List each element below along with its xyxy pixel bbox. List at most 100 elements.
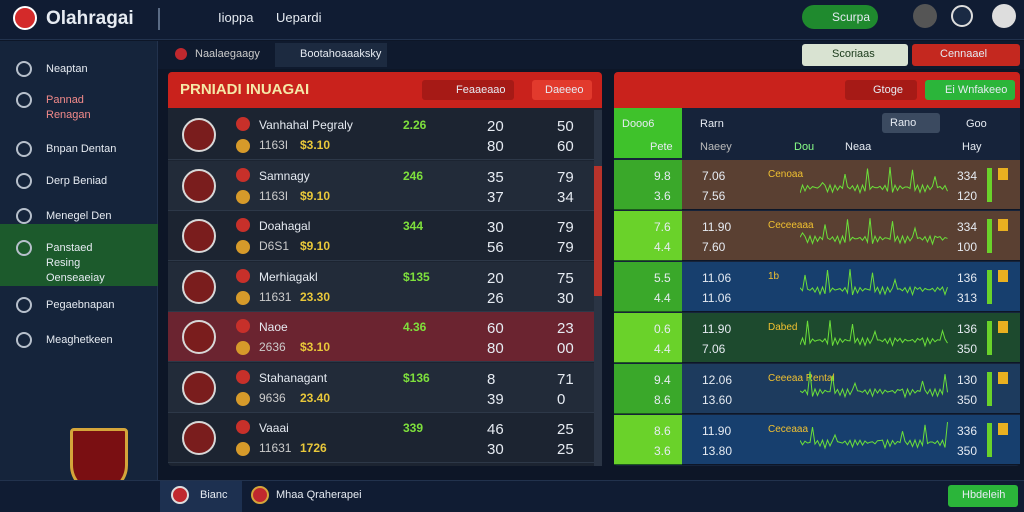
score: 75 xyxy=(557,269,574,287)
icon xyxy=(236,189,250,204)
sparkline xyxy=(800,371,948,399)
left-header xyxy=(168,72,602,108)
badge xyxy=(998,423,1008,435)
icon xyxy=(236,268,250,283)
nav-link[interactable]: Uepardi xyxy=(276,10,322,25)
match-row[interactable] xyxy=(168,413,594,463)
cancel-button[interactable] xyxy=(912,44,1020,66)
logo: Olahragai xyxy=(46,8,134,29)
tab[interactable]: Bootahoaaaksky xyxy=(300,48,382,60)
icon xyxy=(251,486,269,504)
button-label: Feaaeaao xyxy=(456,84,506,96)
row-value: 11.06 xyxy=(702,291,732,305)
icon xyxy=(236,290,250,305)
button-label: Ei Wnfakeeo xyxy=(945,84,1008,96)
row-value: 136 xyxy=(957,271,978,285)
row-value: 7.06 xyxy=(702,169,726,183)
team-code: 1163I xyxy=(259,188,289,203)
odds-row[interactable] xyxy=(682,313,1020,363)
action-label: Scurpa xyxy=(832,10,871,24)
nav-link[interactable]: Iioppa xyxy=(218,10,254,25)
odds-row[interactable] xyxy=(682,364,1020,414)
sidebar-item[interactable]: Panstaed Resing Oenseaeiay xyxy=(46,242,105,284)
odds-row[interactable] xyxy=(682,262,1020,312)
match-row[interactable] xyxy=(168,160,594,211)
row-value: 13.80 xyxy=(702,444,733,458)
match-row[interactable] xyxy=(168,362,594,413)
tab[interactable]: Naalaegaagy xyxy=(195,48,260,60)
team-code: 2636 xyxy=(259,340,286,354)
green-value: 0.6 xyxy=(654,322,671,336)
footer-button-label: Hbdeleih xyxy=(962,489,1006,501)
footer-button[interactable] xyxy=(948,485,1018,507)
score: 79 xyxy=(557,219,574,236)
score: 0 xyxy=(557,390,566,408)
sparkline xyxy=(800,218,948,246)
odds-row[interactable] xyxy=(682,160,1020,210)
match-row[interactable] xyxy=(168,261,594,312)
score: 80 xyxy=(487,340,504,357)
green-value: 3.6 xyxy=(654,444,671,458)
score: 20 xyxy=(487,118,504,135)
header-button[interactable] xyxy=(845,80,917,100)
green-value: 4.4 xyxy=(654,240,671,254)
sidebar-item[interactable]: Meaghetkeen xyxy=(46,334,113,346)
match-row[interactable] xyxy=(168,312,594,362)
sidebar-item[interactable]: Pegaebnapan xyxy=(46,299,115,311)
button-label: Gtoge xyxy=(873,84,903,96)
header-button[interactable] xyxy=(925,80,1015,100)
icon xyxy=(13,6,37,30)
footer-item[interactable]: Bianc xyxy=(200,489,228,501)
green-value: 9.4 xyxy=(654,373,671,387)
header-button[interactable] xyxy=(422,80,514,100)
row-value: 136 xyxy=(957,322,978,336)
sparkline-path xyxy=(800,218,948,246)
green-cell xyxy=(614,160,682,210)
badge xyxy=(998,372,1008,384)
icon xyxy=(16,240,32,256)
score: 39 xyxy=(487,390,504,408)
row-value: 350 xyxy=(957,393,978,407)
green-cell xyxy=(614,313,682,363)
row-value: 350 xyxy=(957,342,978,356)
row-value: 11.06 xyxy=(702,271,732,285)
odds-row[interactable] xyxy=(682,415,1020,465)
odds-row[interactable] xyxy=(682,211,1020,261)
sidebar-item[interactable]: Derp Beniad xyxy=(46,175,108,187)
sidebar-item[interactable]: Bnpan Dentan xyxy=(46,143,117,155)
badge xyxy=(998,270,1008,282)
icon xyxy=(182,168,216,203)
odds: 246 xyxy=(403,168,424,183)
row-label: Dabed xyxy=(768,322,798,333)
sidebar-item[interactable]: Menegel Den xyxy=(46,210,112,222)
icon xyxy=(182,421,216,455)
col-head: Dooo6 xyxy=(622,118,655,130)
green-cell xyxy=(614,364,682,414)
sparkline xyxy=(800,320,948,348)
sparkline-path xyxy=(800,320,948,348)
match-row[interactable] xyxy=(168,211,594,261)
sidebar-item[interactable]: Neaptan xyxy=(46,63,88,75)
sparkline-path xyxy=(800,269,948,297)
odds: 4.36 xyxy=(403,320,427,334)
footer-item[interactable]: Mhaa Qraherapei xyxy=(276,489,362,501)
footer xyxy=(0,480,1024,512)
icon xyxy=(236,442,250,456)
icon xyxy=(992,4,1016,28)
select[interactable] xyxy=(882,113,940,133)
score: 25 xyxy=(557,441,574,458)
icon xyxy=(16,141,32,157)
header-button[interactable] xyxy=(532,80,592,100)
action-button[interactable] xyxy=(802,5,878,29)
match-row[interactable] xyxy=(168,110,594,160)
filter-button[interactable] xyxy=(802,44,908,66)
score: 60 xyxy=(487,320,504,337)
score: 79 xyxy=(557,168,574,186)
green-cell xyxy=(614,262,682,312)
sidebar-item[interactable]: Pannad Renagan xyxy=(46,94,91,121)
badge xyxy=(998,168,1008,180)
icon xyxy=(236,341,250,355)
sparkline-path xyxy=(800,371,948,399)
col-head: Neaa xyxy=(845,141,872,153)
